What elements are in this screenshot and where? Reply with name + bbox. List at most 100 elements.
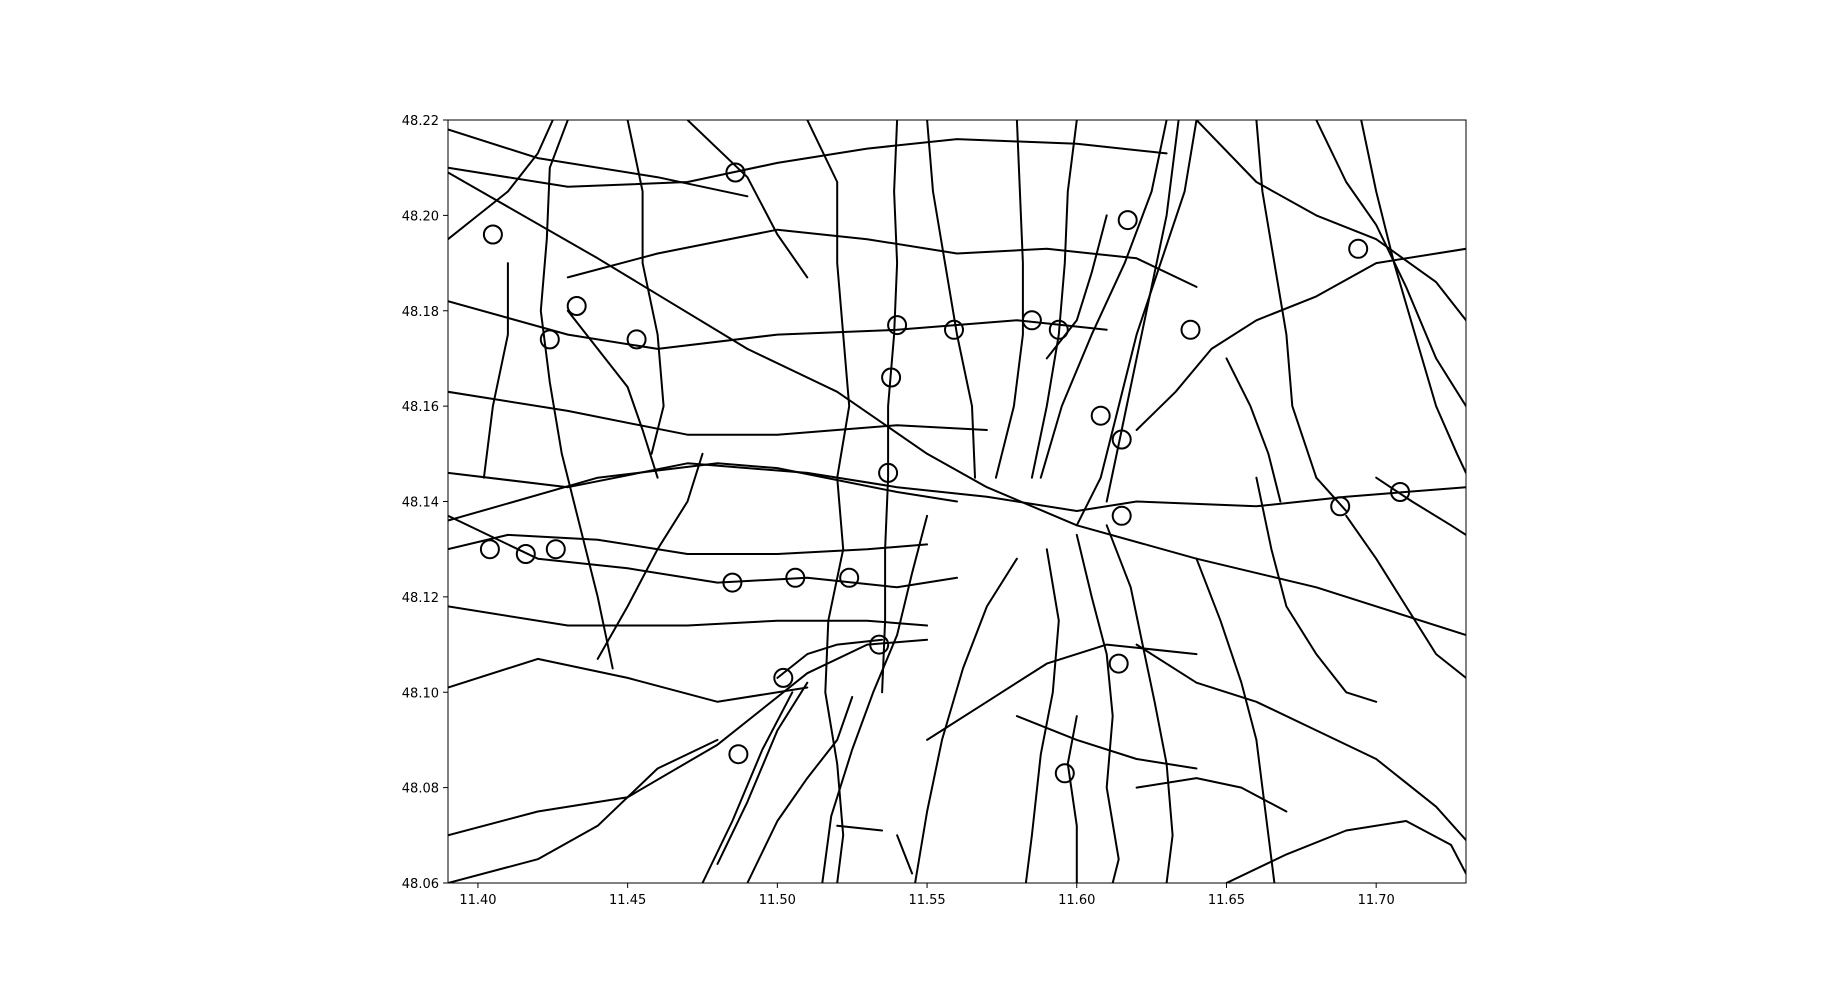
y-tick-label: 48.14 — [402, 496, 439, 511]
road-segment — [448, 300, 1108, 350]
road-segment — [1066, 715, 1078, 883]
road-segment — [1015, 715, 1198, 770]
roundabout — [1111, 505, 1132, 526]
roundabout — [1021, 310, 1042, 331]
road-segment — [1255, 476, 1378, 703]
roundabout — [785, 567, 806, 588]
x-tick-label: 11.70 — [1358, 893, 1395, 908]
road-segment — [776, 638, 884, 679]
roundabout — [881, 367, 902, 388]
road-segment — [482, 262, 509, 479]
roundabout — [515, 544, 536, 564]
road-segment — [539, 120, 614, 670]
road-segment — [566, 228, 1198, 288]
y-tick-label: 48.08 — [402, 782, 439, 797]
roundabout — [887, 315, 908, 336]
road-segment — [1105, 120, 1180, 503]
roundabout — [1108, 653, 1129, 674]
road-segment — [448, 657, 809, 703]
roundabout — [1180, 319, 1201, 340]
road-segment — [448, 128, 749, 198]
road-segment — [1345, 514, 1466, 679]
road-segment — [926, 643, 1198, 741]
x-tick-label: 11.50 — [759, 893, 796, 908]
road-segment — [836, 824, 884, 832]
y-tick-label: 48.22 — [402, 114, 439, 129]
road-segment — [1105, 524, 1174, 883]
y-tick-label: 48.20 — [402, 209, 439, 224]
roundabout — [1090, 405, 1111, 426]
road-segment — [448, 462, 958, 522]
road-segment — [716, 681, 809, 865]
road-segment — [914, 557, 1018, 883]
road-network — [448, 120, 1466, 883]
roundabout — [482, 224, 503, 245]
roundabout — [773, 667, 794, 688]
road-segment — [448, 738, 719, 883]
roundabout — [944, 319, 964, 340]
y-tick-label: 48.12 — [402, 591, 439, 606]
road-segment — [448, 120, 554, 241]
road-segment — [1075, 120, 1198, 527]
x-tick-label: 11.55 — [908, 893, 945, 908]
road-segment — [686, 120, 809, 279]
road-segment — [448, 533, 929, 555]
roundabout — [1048, 319, 1069, 340]
road-segment — [701, 691, 794, 883]
roundabout — [1348, 238, 1369, 259]
roundabout — [1330, 496, 1351, 517]
road-segment — [448, 514, 958, 589]
y-tick-label: 48.16 — [402, 400, 439, 415]
road-segment — [994, 120, 1024, 479]
x-tick-label: 11.40 — [459, 893, 496, 908]
road-segment — [1315, 120, 1466, 408]
road-segment — [806, 120, 851, 883]
road-segment — [746, 696, 854, 883]
roundabout — [1390, 482, 1411, 502]
road-segment — [1135, 247, 1466, 431]
roundabout — [545, 539, 566, 560]
road-segment — [926, 120, 976, 479]
roundabout — [869, 634, 890, 655]
y-axis: 48.06 48.08 48.10 48.12 48.14 48.16 48.18 48.20… — [402, 114, 448, 892]
road-segment — [1195, 120, 1466, 322]
road-segment — [896, 834, 914, 875]
y-tick-label: 48.06 — [402, 877, 439, 892]
roundabout — [566, 296, 587, 316]
road-segment — [448, 638, 929, 837]
roundabout — [725, 162, 746, 183]
road-segment — [448, 171, 1466, 636]
road-segment — [448, 390, 988, 436]
roundabout — [1054, 763, 1075, 784]
road-segment — [1135, 777, 1288, 813]
roundabout — [539, 329, 560, 350]
roundabout — [878, 462, 899, 483]
roundabout — [479, 539, 500, 560]
road-segment — [881, 120, 899, 694]
roundabout — [1111, 429, 1132, 450]
roundabout — [839, 567, 860, 588]
road-segment — [1375, 476, 1466, 536]
road-segment — [1135, 643, 1466, 842]
road-segment — [1045, 214, 1108, 360]
roundabout — [626, 329, 647, 350]
road-segment — [596, 452, 704, 660]
road-segment — [1195, 557, 1276, 883]
road-segment — [566, 309, 659, 479]
road-segment — [448, 605, 929, 627]
road-segment — [1360, 120, 1466, 474]
road-segment — [1039, 120, 1168, 479]
road-segment — [1075, 533, 1120, 883]
road-segment — [626, 120, 665, 455]
y-tick-label: 48.10 — [402, 686, 439, 701]
road-segment — [821, 514, 929, 883]
x-axis: 11.40 11.45 11.50 11.55 11.60 11.65 11.70 — [459, 883, 1395, 908]
x-tick-label: 11.65 — [1208, 893, 1245, 908]
x-tick-label: 11.60 — [1058, 893, 1095, 908]
roundabout — [728, 744, 749, 765]
road-segment — [1255, 120, 1348, 512]
x-tick-label: 11.45 — [609, 893, 646, 908]
road-segment — [1225, 820, 1466, 883]
road-segment — [1030, 120, 1078, 479]
